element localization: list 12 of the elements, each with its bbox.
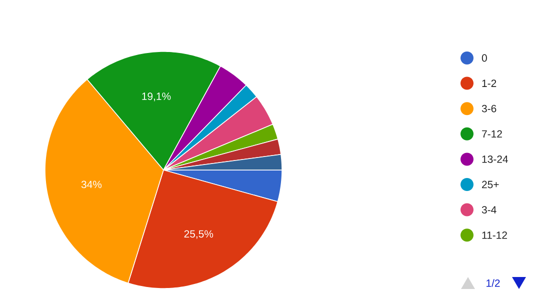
legend-label: 0 — [482, 54, 487, 62]
data-label: 34% — [81, 180, 102, 188]
legend-label: 3-4 — [482, 206, 496, 214]
legend-label: 13-24 — [482, 156, 508, 163]
legend-label: 11-12 — [482, 231, 507, 239]
data-label: 25,5% — [184, 230, 214, 239]
data-label: 19,1% — [142, 92, 171, 102]
legend-label: 1-2 — [482, 80, 496, 87]
legend-label: 25+ — [482, 180, 499, 188]
text: 1/2 — [486, 279, 500, 287]
legend-label: 3-6 — [482, 104, 496, 112]
legend-label: 7-12 — [482, 130, 502, 138]
